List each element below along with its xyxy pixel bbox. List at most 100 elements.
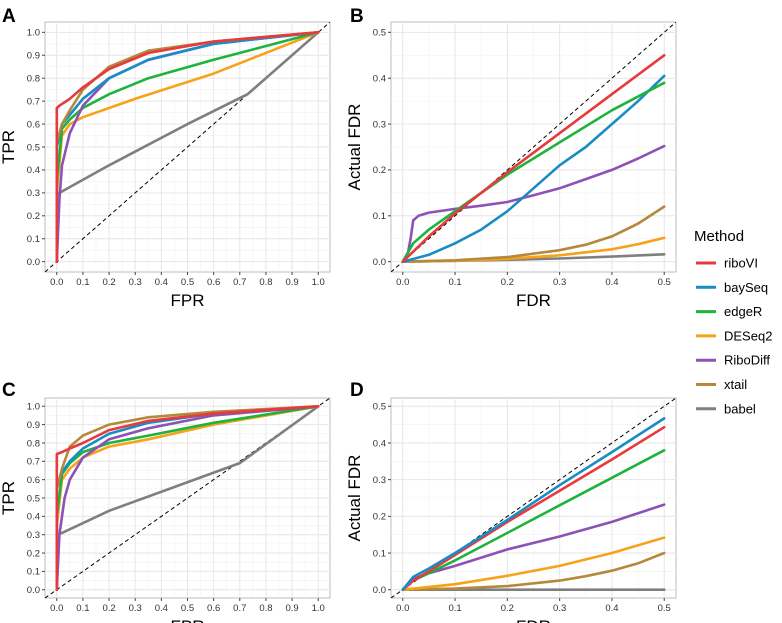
y-axis-title: TPR	[0, 481, 18, 515]
y-tick-label: 0.0	[27, 585, 40, 596]
series-line-ribovi	[55, 30, 320, 264]
y-tick-label: 0.1	[27, 234, 40, 245]
x-tick-label: 0.3	[129, 277, 142, 288]
x-tick-label: 0.3	[129, 603, 142, 614]
y-tick-label: 1.0	[27, 28, 40, 39]
x-tick-label: 1.0	[312, 603, 325, 614]
series-line-ribodiff	[401, 144, 666, 264]
panel-tag: A	[2, 6, 16, 27]
y-tick-label: 0.0	[373, 585, 386, 596]
y-tick-label: 0.4	[373, 438, 386, 449]
x-tick-label: 0.6	[207, 603, 220, 614]
panel-c: 0.0 0.1 0.2 0.3 0.4 0.5 0.6 0.7 0.8 0.9 1.0 0.0 0.1 0…	[0, 380, 331, 623]
y-tick-label: 0.8	[27, 73, 40, 84]
panel-tag: B	[350, 6, 364, 27]
legend-label-ribodiff: RiboDiff	[724, 353, 770, 368]
y-tick-label: 0.6	[27, 119, 40, 130]
y-tick-label: 0.3	[373, 475, 386, 486]
series-line-deseq2	[401, 536, 666, 592]
legend-label-babel: babel	[724, 401, 756, 416]
series-line-ribodiff	[55, 404, 320, 592]
x-tick-label: 0.5	[658, 603, 671, 614]
x-tick-label: 0.4	[605, 277, 618, 288]
x-tick-label: 0.5	[181, 277, 194, 288]
y-tick-label: 1.0	[27, 402, 40, 413]
series-line-xtail	[401, 205, 666, 264]
x-tick-label: 0.5	[658, 277, 671, 288]
y-tick-label: 0.4	[373, 73, 386, 84]
y-tick-label: 0.2	[373, 512, 386, 523]
x-tick-label: 0.4	[155, 603, 168, 614]
y-tick-label: 0.7	[27, 96, 40, 107]
panel-tag: D	[350, 380, 364, 401]
series-line-ribovi	[55, 404, 320, 592]
x-tick-label: 0.8	[259, 603, 272, 614]
y-tick-label: 0.2	[373, 165, 386, 176]
x-tick-label: 0.1	[448, 603, 461, 614]
legend-title: Method	[694, 228, 744, 245]
y-tick-label: 0.1	[373, 211, 386, 222]
x-tick-label: 0.5	[181, 603, 194, 614]
x-axis-title: FPR	[171, 291, 205, 310]
y-tick-label: 0.9	[27, 420, 40, 431]
x-tick-label: 0.0	[396, 277, 409, 288]
x-tick-label: 1.0	[312, 277, 325, 288]
panel-d: 0.0 0.1 0.2 0.3 0.4 0.5 0.0 0.1 0.2 0.3 0.4 0.5 FDR A…	[345, 380, 677, 623]
y-tick-label: 0.4	[27, 512, 40, 523]
x-tick-label: 0.3	[553, 277, 566, 288]
x-tick-label: 0.1	[76, 277, 89, 288]
y-tick-label: 0.5	[373, 402, 386, 413]
panel-a: 0.0 0.1 0.2 0.3 0.4 0.5 0.6 0.7 0.8 0.9 1.0 0.0 0.1 0…	[0, 6, 331, 310]
x-tick-label: 0.8	[259, 277, 272, 288]
panel-b: 0.0 0.1 0.2 0.3 0.4 0.5 0.0 0.1 0.2 0.3 0.4 0.5 FDR A…	[345, 6, 677, 310]
series-line-bayseq	[401, 417, 666, 592]
x-tick-label: 0.2	[102, 603, 115, 614]
series-line-bayseq	[401, 74, 666, 264]
x-tick-label: 0.2	[102, 277, 115, 288]
y-tick-label: 0.3	[373, 119, 386, 130]
diagonal-reference	[391, 22, 676, 272]
y-tick-label: 0.5	[27, 142, 40, 153]
legend-label-edger: edgeR	[724, 304, 762, 319]
legend-label-bayseq: baySeq	[724, 280, 768, 295]
y-tick-label: 0.0	[373, 257, 386, 268]
x-tick-label: 0.9	[285, 603, 298, 614]
series-line-xtail	[55, 404, 320, 592]
y-tick-label: 0.3	[27, 530, 40, 541]
x-tick-label: 0.2	[501, 277, 514, 288]
x-tick-label: 0.0	[50, 277, 63, 288]
y-tick-label: 0.8	[27, 438, 40, 449]
x-tick-label: 0.0	[50, 603, 63, 614]
series-line-edger	[55, 404, 320, 592]
x-tick-label: 0.1	[448, 277, 461, 288]
series-line-ribovi	[401, 425, 666, 592]
y-tick-label: 0.5	[373, 28, 386, 39]
x-tick-label: 0.3	[553, 603, 566, 614]
y-axis-title: Actual FDR	[345, 455, 364, 542]
y-tick-label: 0.7	[27, 457, 40, 468]
y-tick-label: 0.1	[373, 548, 386, 559]
y-tick-label: 0.3	[27, 188, 40, 199]
legend-label-deseq2: DESeq2	[724, 328, 772, 343]
y-tick-label: 0.2	[27, 211, 40, 222]
y-axis-title: TPR	[0, 130, 18, 164]
y-tick-label: 0.6	[27, 475, 40, 486]
y-tick-label: 0.5	[27, 493, 40, 504]
x-axis-title: FDR	[516, 291, 551, 310]
x-tick-label: 0.9	[285, 277, 298, 288]
legend-label-xtail: xtail	[724, 377, 747, 392]
panel-tag: C	[2, 380, 16, 401]
y-tick-label: 0.9	[27, 51, 40, 62]
y-tick-label: 0.2	[27, 548, 40, 559]
y-tick-label: 0.4	[27, 165, 40, 176]
x-tick-label: 0.1	[76, 603, 89, 614]
y-tick-label: 0.1	[27, 567, 40, 578]
x-tick-label: 0.6	[207, 277, 220, 288]
x-tick-label: 0.0	[396, 603, 409, 614]
series-line-ribovi	[401, 53, 666, 264]
series-line-xtail	[401, 551, 666, 592]
legend: Method riboVI baySeq edgeR DESeq2 RiboDiff xta…	[694, 228, 772, 416]
x-tick-label: 0.4	[605, 603, 618, 614]
x-tick-label: 0.2	[501, 603, 514, 614]
